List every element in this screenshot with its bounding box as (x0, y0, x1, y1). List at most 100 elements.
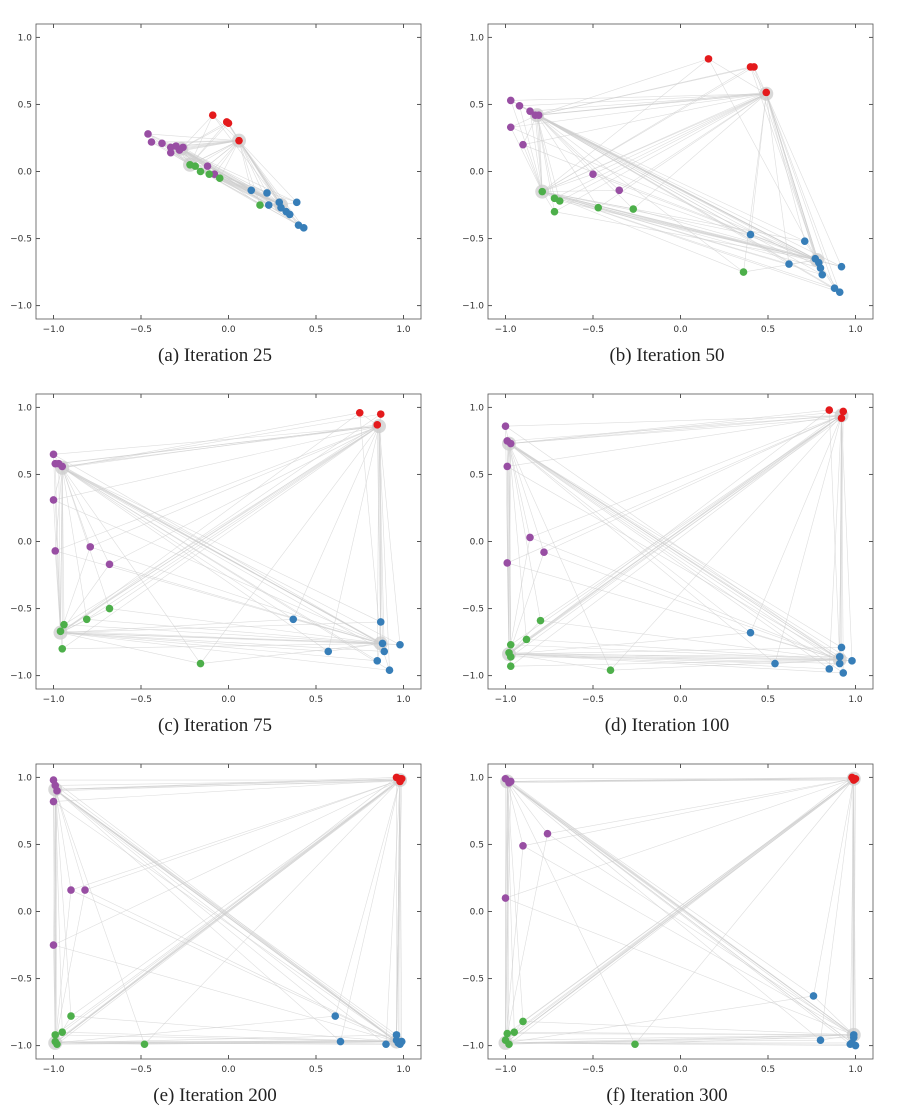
edge-group (505, 777, 856, 1046)
edge-line (540, 620, 840, 660)
edge-line (542, 92, 767, 192)
edge-line (109, 608, 381, 644)
edge-line (62, 467, 329, 652)
x-tick-label: 0.5 (309, 325, 323, 335)
data-point-green (510, 1028, 519, 1036)
data-point-purple (589, 170, 597, 178)
edge-line (526, 639, 840, 660)
y-tick-label: −1.0 (10, 302, 32, 312)
data-point-purple (540, 548, 548, 557)
data-point-blue (285, 210, 294, 219)
data-point-blue (373, 657, 382, 665)
edge-line (60, 425, 380, 632)
plot-frame (487, 393, 874, 690)
data-point-purple (49, 496, 58, 504)
edge-line (292, 426, 380, 620)
edge-line (508, 417, 842, 444)
edge-line (54, 550, 61, 633)
x-tick-label: 0.0 (673, 325, 688, 335)
edge-line (62, 466, 381, 644)
edge-line (522, 93, 767, 145)
data-point-purple (506, 96, 515, 105)
data-point-blue (837, 262, 846, 271)
edge-line (508, 443, 751, 633)
edge-line (542, 191, 805, 242)
data-point-green (215, 174, 224, 183)
edge-line (529, 93, 767, 112)
edge-line (505, 995, 814, 1044)
edge-line (505, 779, 854, 1044)
edge-line (510, 656, 840, 660)
edge-line (53, 944, 397, 1042)
edge-line (543, 551, 840, 660)
data-point-blue (289, 615, 298, 624)
edge-line (750, 415, 842, 633)
edge-line (328, 643, 381, 652)
edge-line (529, 537, 840, 660)
y-tick-label: 0.5 (18, 100, 32, 110)
edge-line (56, 779, 401, 1045)
x-tick-label: 1.0 (396, 695, 411, 705)
edge-line (508, 552, 545, 655)
edge-line (508, 411, 844, 444)
edge-line (70, 889, 397, 1042)
data-point-green (53, 1040, 61, 1049)
data-point-blue (746, 230, 755, 239)
edge-line (538, 93, 767, 116)
data-point-blue (264, 201, 273, 209)
edge-line (505, 1042, 856, 1046)
edge-line (507, 415, 842, 564)
edge-group (53, 777, 403, 1045)
data-point-blue (800, 237, 809, 246)
y-tick-label: 0.0 (470, 538, 485, 548)
edge-line (554, 93, 767, 212)
data-point-blue (816, 264, 825, 272)
data-point-purple (105, 560, 114, 569)
edge-line (60, 632, 401, 646)
panel-c: −1.0 −0.5 0.0 0.5 1.0 −1.0 −0.5 0.0 0.5 1.0 (c) I… (0, 380, 430, 750)
edge-line (507, 781, 853, 1044)
edge-line (54, 890, 72, 1043)
caption: (d) Iteration 100 (604, 715, 730, 736)
edge-line (610, 659, 840, 671)
edge-line (510, 659, 840, 667)
edge-line (60, 631, 381, 644)
data-point-purple (515, 101, 524, 110)
data-point-blue (746, 628, 755, 637)
edge-line (522, 778, 854, 847)
data-point-red (837, 414, 846, 422)
edge-line (510, 778, 854, 782)
data-point-purple (503, 559, 512, 567)
data-point-green (519, 1017, 527, 1026)
edge-line (542, 191, 835, 289)
edge-line (53, 779, 401, 802)
edge-line (84, 889, 397, 1042)
edge-line (507, 781, 854, 1038)
edge-line (53, 945, 56, 1043)
edge-line (510, 443, 840, 660)
data-point-blue (830, 284, 839, 292)
edge-line (60, 412, 360, 633)
data-point-blue (835, 653, 844, 661)
edge-line (53, 454, 381, 644)
edge-line (505, 845, 524, 1043)
edge-line (510, 93, 767, 128)
data-point-green (629, 205, 638, 213)
edge-line (55, 789, 336, 1017)
edge-line (505, 1034, 854, 1041)
edge-line (536, 114, 805, 242)
edge-line (238, 140, 252, 191)
edge-line (505, 1039, 821, 1044)
edge-line (508, 443, 611, 671)
edge-line (70, 779, 401, 1017)
x-tick-label: −1.0 (495, 695, 517, 705)
edge-line (60, 632, 390, 671)
data-point-green (196, 167, 205, 176)
edge-line (765, 93, 842, 267)
edge-line (376, 424, 382, 644)
y-tick-label: −0.5 (462, 605, 484, 615)
edge-line (508, 443, 531, 538)
edge-line (522, 1021, 854, 1036)
edge-line (765, 93, 806, 242)
data-point-green (205, 170, 214, 178)
